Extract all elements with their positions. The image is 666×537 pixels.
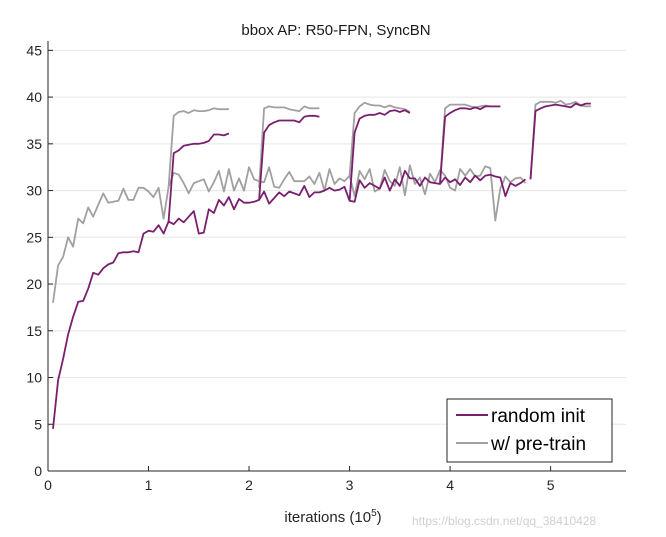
y-tick-label: 25 <box>26 229 42 245</box>
series-random-init-line <box>348 109 411 201</box>
x-tick-labels: 0 1 2 3 4 5 <box>44 477 555 493</box>
x-tick-label: 4 <box>446 477 454 493</box>
legend: random init w/ pre-train <box>446 398 613 463</box>
x-axis-label: iterations (105) <box>284 508 381 526</box>
x-axis-label-main: iterations (10 <box>284 509 371 526</box>
series-random-init-line <box>529 102 591 180</box>
y-tick-label: 40 <box>26 89 42 105</box>
series-pretrain-line <box>167 107 229 187</box>
legend-label-pretrain: w/ pre-train <box>490 434 586 455</box>
series-random-init-line <box>167 132 230 222</box>
x-tick-label: 5 <box>547 477 555 493</box>
series-random-init-line <box>52 169 527 429</box>
legend-box <box>446 398 613 463</box>
x-tick-label: 3 <box>346 477 354 493</box>
legend-label-random-init: random init <box>491 406 586 427</box>
x-tick-label: 2 <box>245 477 253 493</box>
x-tick-label: 0 <box>44 477 52 493</box>
y-tick-label: 45 <box>26 42 42 58</box>
series-pretrain-line <box>258 105 320 188</box>
y-tick-label: 10 <box>26 370 42 386</box>
y-tick-label: 35 <box>26 136 42 152</box>
y-tick-label: 15 <box>26 323 42 339</box>
x-axis-label-exponent: 5 <box>371 508 377 519</box>
y-tick-label: 0 <box>34 463 42 479</box>
series-random-init-line <box>258 114 320 200</box>
axes <box>47 41 626 472</box>
x-tick-label: 1 <box>145 477 153 493</box>
y-tick-label: 20 <box>26 276 42 292</box>
y-tick-labels: 0 5 10 15 20 25 30 35 40 45 <box>26 42 42 479</box>
watermark-text: https://blog.csdn.net/qq_38410428 <box>412 514 596 528</box>
series-lines <box>52 99 591 429</box>
chart-title: bbox AP: R50-FPN, SyncBN <box>241 22 430 39</box>
y-tick-label: 30 <box>26 183 42 199</box>
series-random-init-line <box>439 105 501 185</box>
y-tick-label: 5 <box>34 416 42 432</box>
x-axis-label-suffix: ) <box>377 509 382 526</box>
series-pretrain-line <box>348 101 411 176</box>
